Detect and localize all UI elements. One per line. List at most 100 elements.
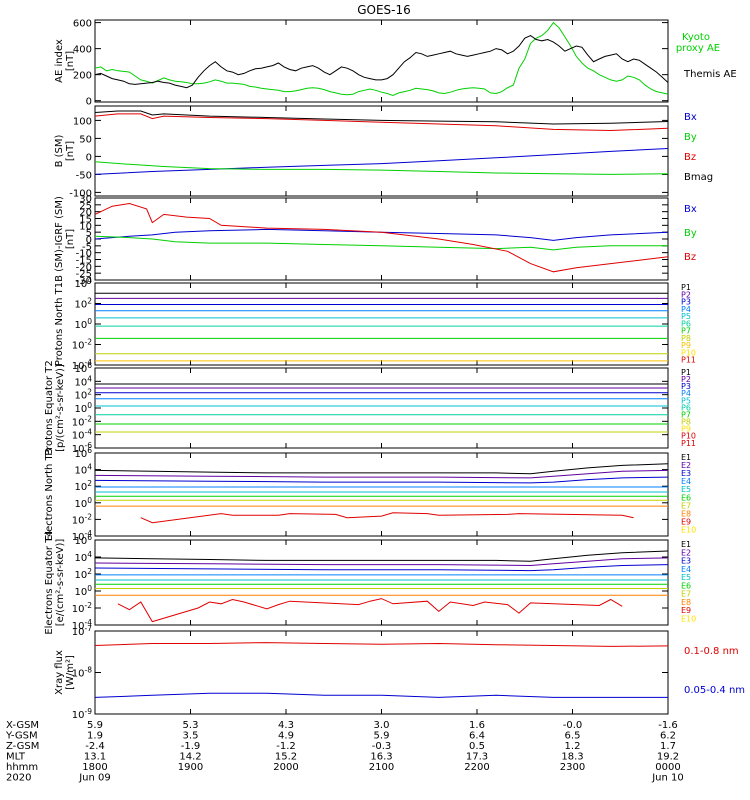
- series-by: [95, 161, 668, 175]
- legend-e1: E1: [681, 453, 691, 462]
- x-axis-table: X-GSMY-GSMZ-GSMMLThhmm20205.91.9-2.413.1…: [5, 720, 684, 784]
- panel-2: 100 50 0 -50 -100 B (SM)[nT] Bx By Bz Bmag: [54, 105, 713, 199]
- y-axis-label: Electrons Equator T4[e/(cm²-s-sr-keV)]: [44, 530, 66, 634]
- y-axis-label: B (SM)[nT]: [54, 134, 76, 167]
- legend-p1: P1: [681, 283, 691, 292]
- x-tick-value: 1900: [178, 762, 203, 773]
- x-row-label: Y-GSM: [5, 731, 38, 742]
- y-axis-label: Protons Equator T2[p/(cm²-s-sr-keV)]: [44, 360, 66, 456]
- y-tick-label: 15: [79, 215, 92, 226]
- x-tick-value: 16.3: [370, 752, 392, 763]
- series-kyoto-proxy-ae: [95, 21, 668, 97]
- legend-e2: E2: [681, 548, 691, 557]
- y-tick-label: 25: [79, 201, 92, 212]
- series-group: [95, 202, 668, 273]
- series-group: [95, 550, 668, 623]
- legend-p3: P3: [681, 382, 691, 391]
- legend-p2: P2: [681, 290, 691, 299]
- x-tick-value: 1.9: [87, 731, 103, 742]
- legend-e3: E3: [681, 557, 691, 566]
- legend-p1: P1: [681, 368, 691, 377]
- legend-p7: P7: [681, 410, 691, 419]
- y-tick-label: 0: [86, 152, 92, 163]
- y-tick-label: 10-4: [72, 618, 92, 632]
- y-tick-label: 104: [74, 463, 92, 477]
- legend-e4: E4: [681, 477, 691, 486]
- y-tick-label: 10-2: [72, 601, 92, 615]
- y-tick-label: 0: [86, 97, 92, 108]
- y-tick-label: 100: [74, 496, 92, 510]
- legend-e6: E6: [681, 493, 691, 502]
- panel-frame: [94, 282, 669, 366]
- y-tick-label: 104: [74, 276, 92, 290]
- x-tick-value: 5.9: [87, 720, 103, 731]
- legend-p5: P5: [681, 396, 691, 405]
- legend-bx: Bx: [684, 112, 697, 123]
- y-tick-label: 10-2: [72, 414, 92, 428]
- y-tick-label: 50: [79, 134, 92, 145]
- series-bmag: [95, 110, 668, 125]
- x-row-label: hhmm: [6, 762, 38, 773]
- series-group: [95, 21, 668, 97]
- legend-bz: Bz: [684, 152, 696, 163]
- x-tick-value: 6.5: [565, 731, 581, 742]
- legend-p10: P10: [681, 348, 696, 357]
- legend-p8: P8: [681, 418, 691, 427]
- y-tick-label: 106: [74, 446, 92, 460]
- y-tick-label: 10-4: [72, 358, 92, 372]
- y-tick-label: -100: [69, 188, 92, 199]
- legend-p11: P11: [681, 439, 696, 448]
- series-e9: [117, 598, 623, 623]
- series-group: [95, 383, 668, 433]
- x-tick-value: -2.4: [85, 741, 105, 752]
- y-tick-label: 100: [74, 317, 92, 331]
- panel-frame: [94, 197, 669, 281]
- x-row-label: Z-GSM: [6, 741, 39, 752]
- legend-p5: P5: [681, 312, 691, 321]
- y-tick-label: -10: [76, 249, 92, 260]
- y-tick-label: 104: [74, 374, 92, 388]
- x-tick-value: 1.2: [565, 741, 581, 752]
- x-tick-value: 2100: [369, 762, 394, 773]
- x-tick-value: 4.9: [278, 731, 294, 742]
- legend-e1: E1: [681, 540, 691, 549]
- y-tick-label: 400: [73, 45, 92, 56]
- x-tick-value: 1800: [82, 762, 107, 773]
- x-tick-value: -0.3: [372, 741, 392, 752]
- y-tick-label: -50: [76, 170, 92, 181]
- x-tick-value: 14.2: [179, 752, 201, 763]
- series-e1: [95, 550, 668, 562]
- x-tick-value: 1.7: [660, 741, 676, 752]
- x-tick-value: -1.9: [181, 741, 201, 752]
- y-tick-label: 104: [74, 550, 92, 564]
- legend-p9: P9: [681, 425, 691, 434]
- x-tick-value: 15.2: [275, 752, 297, 763]
- y-tick-label: 20: [79, 208, 92, 219]
- x-tick-value: 2200: [464, 762, 489, 773]
- x-row-label: 2020: [6, 773, 31, 784]
- y-tick-label: 102: [74, 297, 92, 311]
- y-axis-label: Electrons North T3: [44, 448, 55, 541]
- x-tick-value: 17.3: [466, 752, 488, 763]
- legend-p6: P6: [681, 319, 691, 328]
- legend-e2: E2: [681, 461, 691, 470]
- y-axis-label: Xray flux[W/m²]: [54, 650, 76, 695]
- series-e9: [140, 512, 634, 524]
- legend-p9: P9: [681, 341, 691, 350]
- y-tick-label: 10: [79, 221, 92, 232]
- series-bx: [95, 228, 668, 241]
- y-tick-label: 10-4: [72, 428, 92, 442]
- panel-frame: [94, 105, 669, 197]
- series-bx: [95, 148, 668, 175]
- series-group: [95, 642, 668, 698]
- legend-e7: E7: [681, 501, 691, 510]
- x-tick-value: 3.5: [183, 731, 199, 742]
- series-0-05-0-4-nm: [95, 692, 668, 698]
- x-tick-value: 0.5: [469, 741, 485, 752]
- series-themis-ae: [95, 35, 668, 89]
- y-tick-label: 102: [74, 479, 92, 493]
- y-tick-label: 102: [74, 567, 92, 581]
- series-bz: [95, 202, 668, 273]
